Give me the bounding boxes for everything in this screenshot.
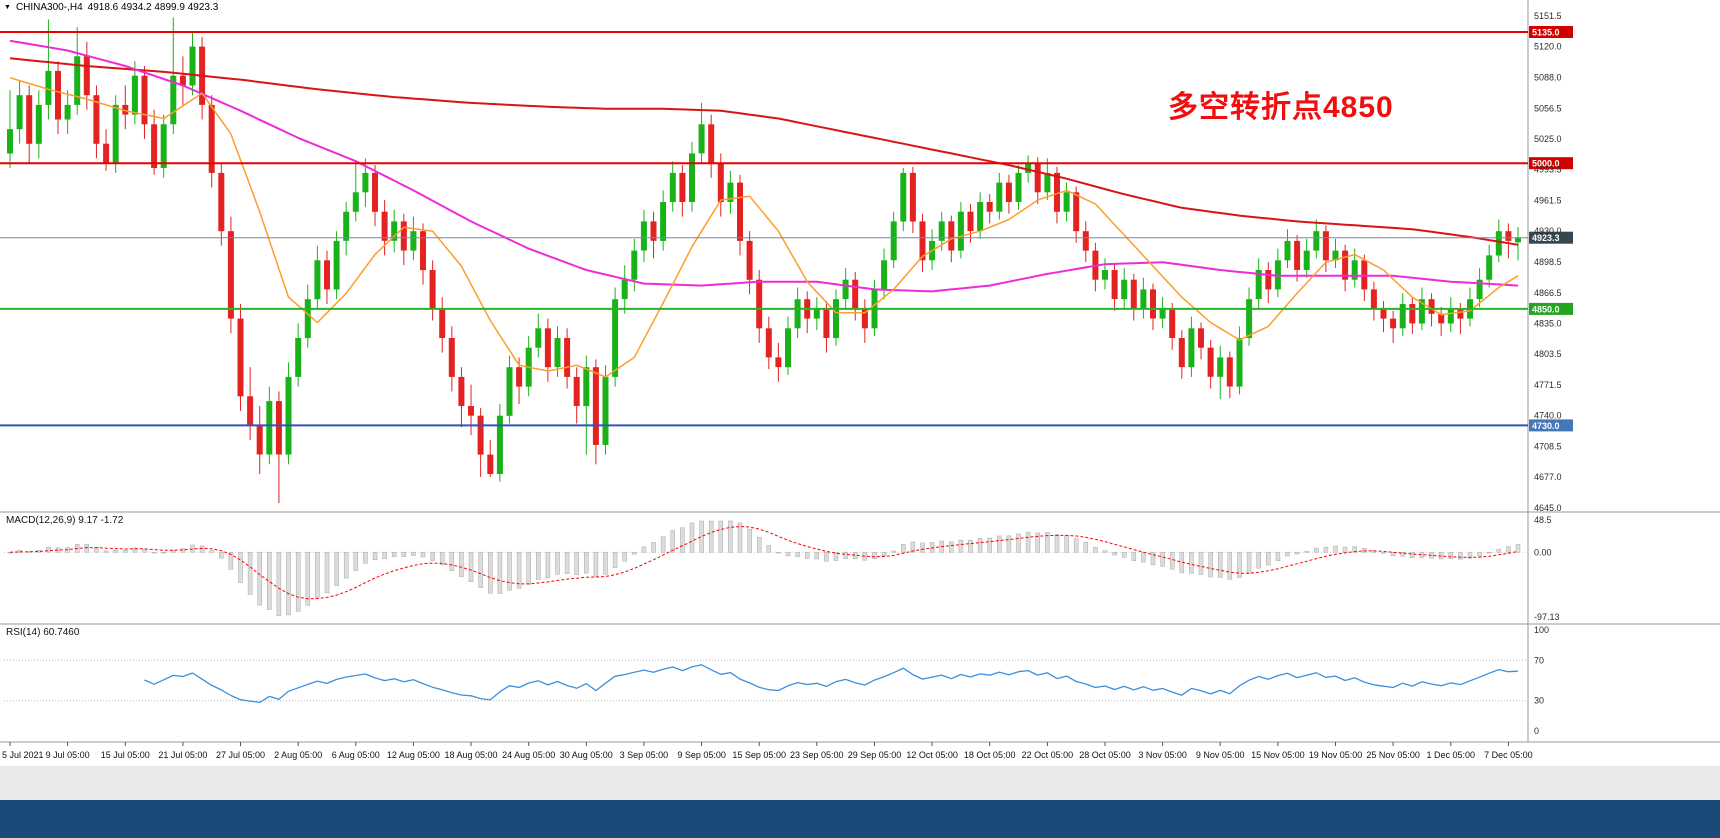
- time-label: 12 Oct 05:00: [906, 750, 958, 760]
- price-tick-label: 4771.5: [1534, 380, 1562, 390]
- rsi-tick-label: 0: [1534, 726, 1539, 736]
- time-label: 15 Sep 05:00: [732, 750, 786, 760]
- time-label: 30 Aug 05:00: [560, 750, 613, 760]
- price-tick-label: 4993.5: [1534, 165, 1562, 175]
- price-axis-scale-area[interactable]: [1529, 0, 1720, 742]
- rsi-tick-label: 30: [1534, 696, 1544, 706]
- time-label: 28 Oct 05:00: [1079, 750, 1131, 760]
- price-tick-label: 4645.0: [1534, 503, 1562, 513]
- ma-mid-line: [9, 39, 1519, 293]
- time-label: 25 Nov 05:00: [1366, 750, 1420, 760]
- candlestick-series[interactable]: [7, 17, 1521, 504]
- bottom-taskbar[interactable]: [0, 800, 1720, 838]
- price-tick-label: 5120.0: [1534, 42, 1562, 52]
- price-badge: [1529, 26, 1573, 38]
- time-label: 29 Sep 05:00: [848, 750, 902, 760]
- macd-histogram: [7, 520, 1521, 616]
- price-badge-label: 4850.0: [1532, 304, 1560, 314]
- time-label: 2 Aug 05:00: [274, 750, 322, 760]
- time-label: 9 Nov 05:00: [1196, 750, 1245, 760]
- macd-signal-line: [9, 525, 1519, 600]
- time-label: 27 Jul 05:00: [216, 750, 265, 760]
- time-label: 18 Oct 05:00: [964, 750, 1016, 760]
- price-badge: [1529, 419, 1573, 432]
- price-badge-label: 4730.0: [1532, 421, 1560, 431]
- price-badge: [1529, 231, 1573, 244]
- price-badge-label: 5135.0: [1532, 28, 1560, 38]
- rsi-tick-label: 70: [1534, 655, 1544, 665]
- time-label: 3 Sep 05:00: [620, 750, 669, 760]
- time-axis-scale-area[interactable]: [0, 742, 1528, 766]
- time-label: 21 Jul 05:00: [158, 750, 207, 760]
- price-tick-label: 5025.0: [1534, 134, 1562, 144]
- time-label: 18 Aug 05:00: [444, 750, 497, 760]
- macd-tick-label: -97.13: [1534, 612, 1560, 622]
- ma-slow-line: [9, 57, 1519, 246]
- price-tick-label: 5088.0: [1534, 73, 1562, 83]
- time-label: 9 Jul 05:00: [46, 750, 90, 760]
- price-tick-label: 4961.5: [1534, 196, 1562, 206]
- time-label: 15 Jul 05:00: [101, 750, 150, 760]
- macd-tick-label: 48.5: [1534, 515, 1552, 525]
- price-tick-label: 4803.5: [1534, 349, 1562, 359]
- macd-tick-label: 0.00: [1534, 547, 1552, 557]
- time-label: 1 Dec 05:00: [1427, 750, 1476, 760]
- price-badge: [1529, 302, 1573, 315]
- price-tick-label: 5151.5: [1534, 11, 1562, 21]
- time-label: 24 Aug 05:00: [502, 750, 555, 760]
- time-label: 7 Dec 05:00: [1484, 750, 1533, 760]
- price-badge-label: 4923.3: [1532, 233, 1560, 243]
- price-tick-label: 4740.0: [1534, 411, 1562, 421]
- time-label: 19 Nov 05:00: [1309, 750, 1363, 760]
- price-tick-label: 4835.0: [1534, 318, 1562, 328]
- window-bottom-strip: [0, 766, 1720, 800]
- rsi-line: [144, 664, 1519, 704]
- price-badge: [1529, 157, 1573, 170]
- price-tick-label: 4708.5: [1534, 441, 1562, 451]
- price-tick-label: 4677.0: [1534, 472, 1562, 482]
- price-tick-label: 4930.0: [1534, 226, 1562, 236]
- time-label: 3 Nov 05:00: [1138, 750, 1187, 760]
- time-label: 9 Sep 05:00: [677, 750, 726, 760]
- ma-fast-line: [9, 76, 1519, 378]
- time-label: 12 Aug 05:00: [387, 750, 440, 760]
- price-badge-label: 5000.0: [1532, 159, 1560, 169]
- time-label: 23 Sep 05:00: [790, 750, 844, 760]
- price-tick-label: 4898.5: [1534, 257, 1562, 267]
- time-label: 22 Oct 05:00: [1022, 750, 1074, 760]
- time-label: 5 Jul 2021: [2, 750, 44, 760]
- time-label: 6 Aug 05:00: [332, 750, 380, 760]
- rsi-tick-label: 100: [1534, 625, 1549, 635]
- time-label: 15 Nov 05:00: [1251, 750, 1305, 760]
- price-tick-label: 5056.5: [1534, 103, 1562, 113]
- price-tick-label: 4866.5: [1534, 288, 1562, 298]
